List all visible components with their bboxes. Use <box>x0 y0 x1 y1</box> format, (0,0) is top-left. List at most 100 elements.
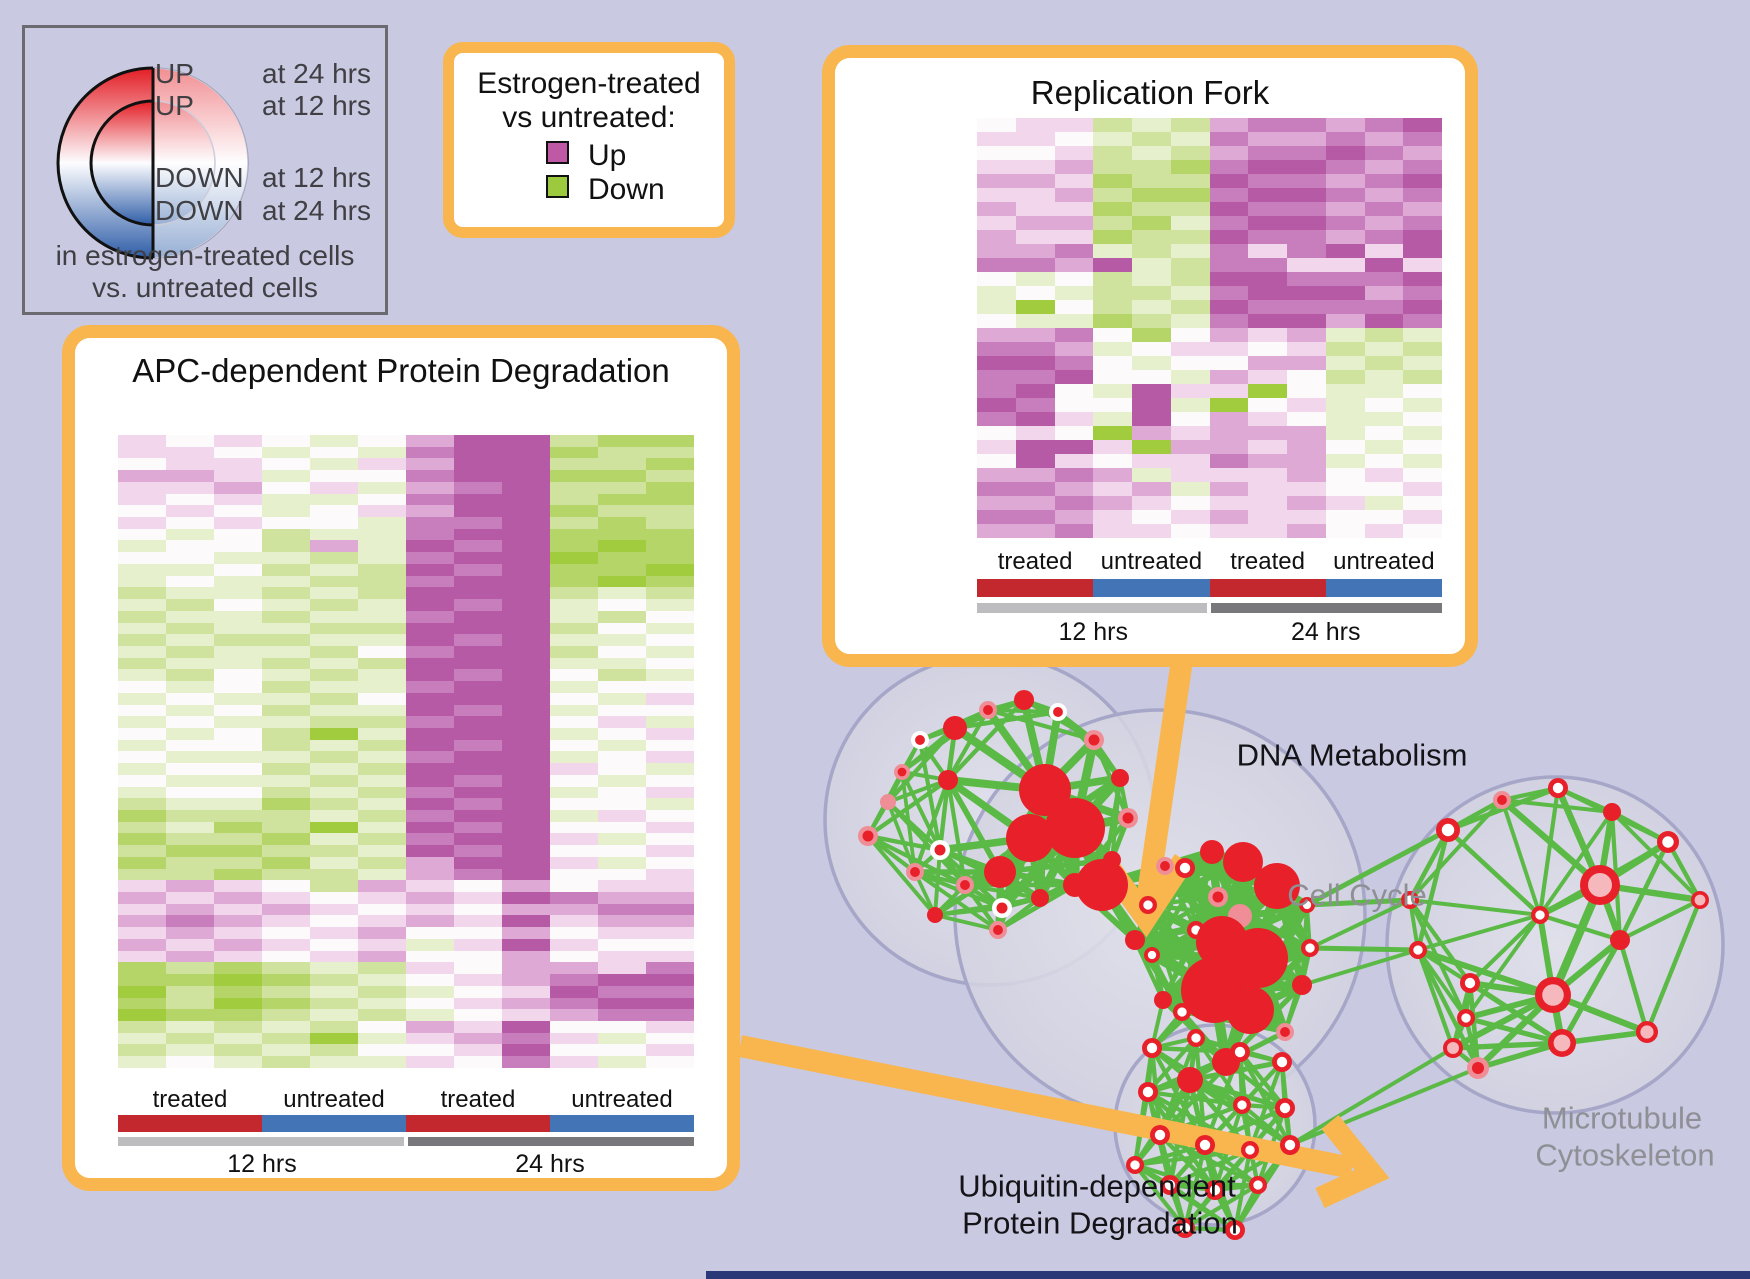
direction-label: DOWN <box>155 162 244 193</box>
untreated-bar <box>1093 579 1210 597</box>
gene-node <box>1228 928 1288 988</box>
network-edge <box>1309 945 1419 953</box>
apc-panel-to-ubiquitin-cluster-arrowhead-icon <box>1315 1115 1390 1208</box>
condition-labels: treated untreated treated untreated <box>977 548 1442 576</box>
untreated-bar <box>550 1115 694 1132</box>
network-edge <box>945 778 1003 874</box>
gene-node <box>1164 1179 1176 1191</box>
gene-node <box>1053 707 1063 717</box>
gene-node <box>1542 984 1564 1006</box>
gene-node <box>1146 1042 1158 1054</box>
gene-node <box>1253 1180 1263 1190</box>
condition-label: untreated <box>1100 548 1203 575</box>
gene-node <box>1461 1013 1471 1023</box>
gene-node <box>1179 862 1191 874</box>
apc-heatmap <box>118 435 694 1068</box>
network-edge <box>1239 913 1311 951</box>
gene-node <box>1014 690 1034 710</box>
network-edge <box>887 778 949 804</box>
down-color-swatch-icon <box>546 175 569 198</box>
network-edge <box>866 778 950 838</box>
network-edge <box>1146 1036 1198 1094</box>
gene-node <box>1212 891 1224 903</box>
time-labels: 12 hrs 24 hrs <box>977 618 1442 647</box>
ubiquitin-label-line1: Ubiquitin-dependent <box>958 1168 1236 1204</box>
network-edge <box>900 771 942 851</box>
gene-node <box>1200 840 1224 864</box>
gene-node <box>1031 889 1049 907</box>
estrogen-legend-box: Estrogen-treated vs untreated: Up Down <box>443 42 735 238</box>
network-edge <box>1500 799 1542 916</box>
direction-label: UP <box>155 58 194 89</box>
untreated-bar <box>1325 579 1442 597</box>
network-edge <box>1309 898 1411 950</box>
gene-node <box>1125 930 1145 950</box>
treated-bar <box>118 1115 262 1132</box>
network-edge <box>933 849 942 916</box>
gene-node <box>1234 1046 1246 1058</box>
network-edge <box>1301 948 1419 987</box>
network-edge <box>1417 913 1541 952</box>
condition-label: untreated <box>571 1086 673 1113</box>
condition-labels: treated untreated treated untreated <box>118 1086 694 1114</box>
12hr-bar <box>977 603 1207 613</box>
network-edge <box>1240 1103 1292 1147</box>
network-edge <box>996 883 1077 932</box>
gene-node <box>1552 782 1564 794</box>
network-edge <box>1133 1163 1237 1232</box>
figure-bottom-strip <box>706 1271 1750 1279</box>
time-label: 12 hrs <box>227 1150 297 1178</box>
direction-label: DOWN <box>155 195 244 226</box>
gene-node <box>1284 1139 1296 1151</box>
network-edge <box>934 896 1041 917</box>
network-edge <box>1452 1040 1563 1051</box>
network-edge <box>945 779 968 886</box>
network-edge <box>946 698 1026 782</box>
network-edge <box>1610 810 1702 902</box>
gene-node <box>1143 900 1153 910</box>
updown-footer-line1: in estrogen-treated cells <box>55 240 355 271</box>
panel-title: Replication Fork <box>1030 74 1270 111</box>
gene-node <box>1130 1160 1140 1170</box>
network-edge <box>1559 938 1623 1045</box>
network-edge <box>1306 897 1411 908</box>
gene-node <box>1497 795 1507 805</box>
gene-node <box>1199 1139 1211 1151</box>
up-color-swatch-icon <box>546 141 569 164</box>
gene-node <box>1640 1025 1654 1039</box>
network-edge <box>987 707 1095 743</box>
network-edge <box>1416 949 1480 1069</box>
condition-color-bars <box>977 579 1442 597</box>
treated-bar <box>977 579 1094 597</box>
network-edge <box>1133 1163 1187 1230</box>
condition-label: untreated <box>1333 548 1435 575</box>
treated-bar <box>406 1115 550 1132</box>
direction-label: UP <box>155 90 194 121</box>
time-bars <box>977 603 1442 613</box>
gene-node <box>1179 1222 1191 1234</box>
gene-node <box>960 880 970 890</box>
replication-fork-heatmap <box>977 118 1442 538</box>
cell-cycle-label: Cell Cycle <box>1287 877 1427 913</box>
gene-node <box>1292 975 1312 995</box>
gene-node <box>1019 764 1071 816</box>
network-edge <box>1409 898 1541 917</box>
gene-node <box>1276 1056 1288 1068</box>
gene-node <box>1588 873 1612 897</box>
network-edge <box>1477 1040 1563 1071</box>
legend-item-label: Down <box>588 173 665 206</box>
apc-degradation-panel: APC-dependent Protein Degradation treate… <box>62 325 740 1191</box>
microtubule-label-line2: Cytoskeleton <box>1535 1137 1715 1173</box>
gene-node <box>915 735 925 745</box>
network-edge <box>1619 898 1701 942</box>
untreated-bar <box>262 1115 406 1132</box>
updown-legend-box: UP at 24 hrs UP at 12 hrs DOWN at 12 hrs… <box>22 25 388 315</box>
gene-node <box>1177 1007 1187 1017</box>
network-edge <box>946 708 990 782</box>
network-edge <box>1289 1066 1479 1147</box>
gene-node <box>1142 1086 1154 1098</box>
network-edge <box>1666 840 1702 902</box>
replication-fork-to-dna-metabolism-arrow <box>1135 658 1193 910</box>
replication-fork-panel: Replication Fork treated untreated treat… <box>822 45 1478 667</box>
